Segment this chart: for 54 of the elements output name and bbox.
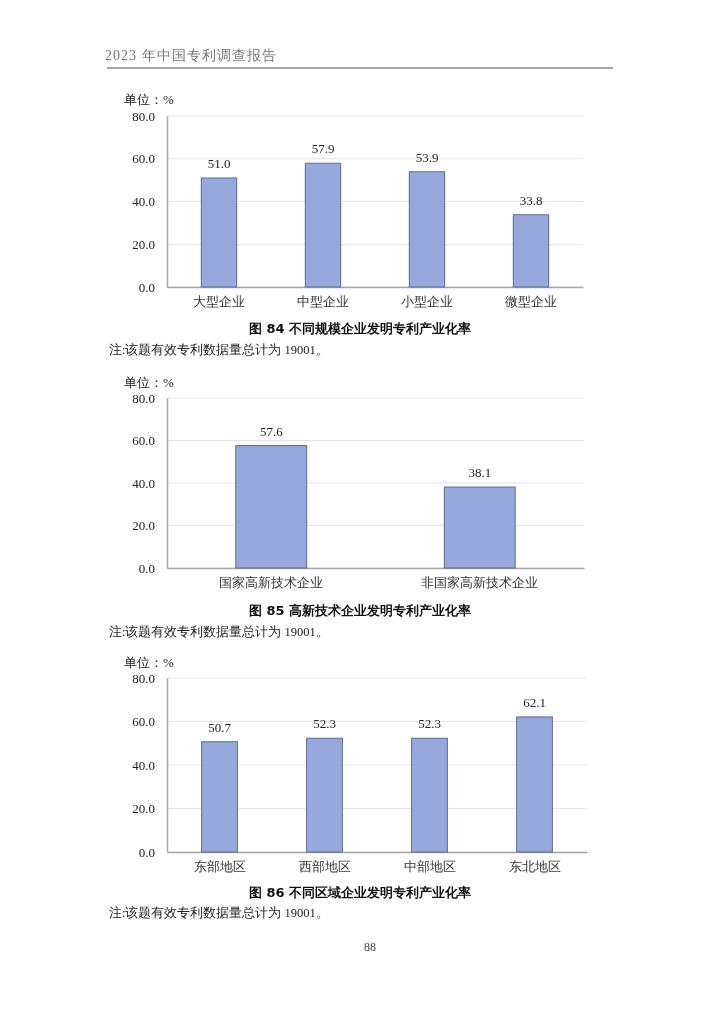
text: 注:该题有效专利数据量总计为 19001。: [109, 623, 329, 639]
x-tick-label: 非国家高新技术企业: [421, 574, 539, 590]
bar: [304, 162, 342, 288]
bar: [411, 737, 448, 853]
data-label: 53.9: [415, 149, 439, 165]
text: 图 84 不同规模企业发明专利产业化率: [248, 320, 472, 336]
y-tick-label: 0.0: [138, 560, 155, 576]
y-tick-label: 20.0: [132, 518, 155, 534]
y-tick-label: 60.0: [132, 714, 155, 730]
y-tick-label: 20.0: [132, 236, 155, 252]
data-label: 33.8: [519, 192, 543, 208]
text: 88: [364, 939, 376, 954]
x-tick-label: 西部地区: [298, 858, 351, 874]
data-label: 52.3: [418, 716, 441, 732]
data-label: 38.1: [468, 465, 492, 481]
bar: [306, 737, 343, 853]
x-tick-label: 中型企业: [297, 293, 349, 309]
y-tick-label: 0.0: [138, 844, 155, 860]
y-tick-label: 80.0: [132, 670, 155, 686]
y-axis-title: 单位：%: [124, 374, 174, 390]
bar: [516, 716, 553, 853]
x-tick-label: 中部地区: [403, 858, 456, 874]
bar: [408, 171, 446, 288]
data-label: 51.0: [207, 155, 231, 171]
y-tick-label: 40.0: [132, 475, 155, 491]
x-tick-label: 东北地区: [508, 858, 561, 874]
data-label: 57.6: [259, 423, 284, 439]
data-label: 52.3: [313, 716, 336, 732]
text: 图 86 不同区域企业发明专利产业化率: [248, 884, 472, 900]
y-tick-label: 80.0: [132, 390, 155, 406]
x-tick-label: 东部地区: [193, 858, 246, 874]
y-tick-label: 20.0: [132, 801, 155, 817]
text: 注:该题有效专利数据量总计为 19001。: [109, 341, 329, 357]
y-axis-title: 单位：%: [124, 654, 174, 670]
data-label: 62.1: [523, 694, 546, 710]
text: 注:该题有效专利数据量总计为 19001。: [109, 904, 329, 920]
x-tick-label: 微型企业: [505, 293, 557, 309]
y-axis-title: 单位：%: [124, 91, 174, 107]
y-tick-label: 60.0: [132, 433, 155, 449]
x-tick-label: 大型企业: [193, 293, 245, 309]
y-tick-label: 40.0: [132, 757, 155, 773]
text: 2023 年中国专利调查报告: [105, 48, 277, 64]
x-tick-label: 国家高新技术企业: [219, 574, 324, 590]
data-label: 57.9: [311, 141, 335, 157]
bar: [201, 741, 238, 853]
bar: [200, 177, 238, 288]
y-tick-label: 0.0: [138, 279, 155, 295]
y-tick-label: 40.0: [132, 194, 155, 210]
x-tick-label: 小型企业: [401, 293, 453, 309]
data-label: 50.7: [208, 719, 232, 735]
y-tick-label: 60.0: [132, 151, 155, 167]
text: 图 85 高新技术企业发明专利产业化率: [248, 602, 472, 618]
bar: [512, 214, 550, 288]
y-tick-label: 80.0: [132, 108, 155, 124]
